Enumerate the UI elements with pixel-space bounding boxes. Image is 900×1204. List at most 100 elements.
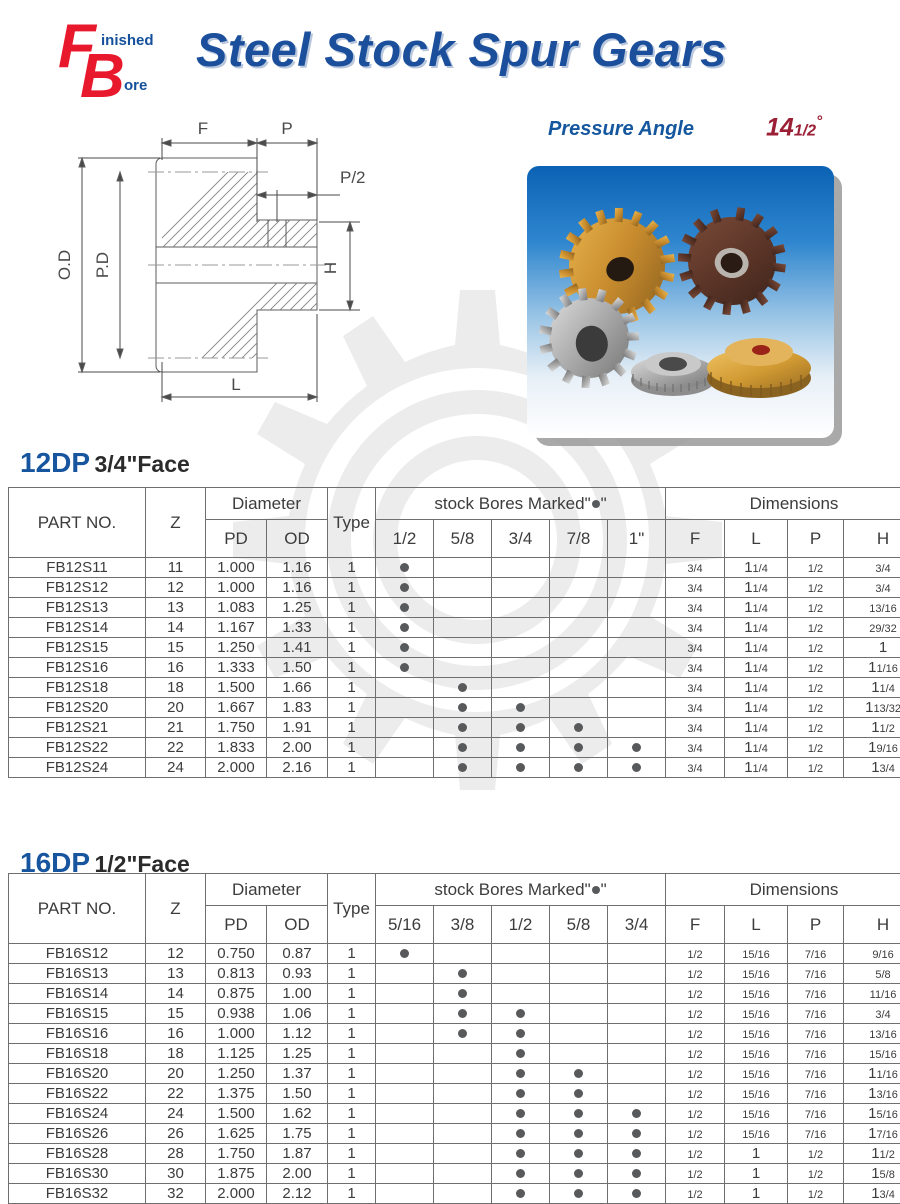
drawing-label-p-half: P/2	[340, 168, 366, 187]
cell-bore-5	[608, 964, 666, 984]
cell-part-no: FB16S30	[9, 1164, 146, 1184]
cell-part-no: FB16S15	[9, 1004, 146, 1024]
cell-bore-1	[376, 618, 434, 638]
col-pd: PD	[206, 906, 267, 944]
cell-type: 1	[328, 1064, 376, 1084]
cell-bore-1	[376, 558, 434, 578]
cell-type: 1	[328, 718, 376, 738]
bore-dot-icon	[574, 1089, 583, 1098]
cell-bore-5	[608, 1084, 666, 1104]
cell-dim-p: 1/2	[788, 658, 844, 678]
cell-dim-f: 1/2	[666, 964, 725, 984]
bore-dot-icon	[458, 1029, 467, 1038]
cell-z: 18	[146, 1044, 206, 1064]
cell-bore-3	[492, 984, 550, 1004]
cell-bore-5	[608, 738, 666, 758]
section-dp-12dp: 12DP	[20, 447, 90, 478]
bore-dot-icon	[632, 1149, 641, 1158]
bore-dot-icon	[574, 1129, 583, 1138]
cell-bore-3	[492, 1044, 550, 1064]
cell-type: 1	[328, 698, 376, 718]
bore-dot-icon	[632, 1189, 641, 1198]
cell-bore-3	[492, 1004, 550, 1024]
cell-type: 1	[328, 1044, 376, 1064]
cell-dim-p: 7/16	[788, 1124, 844, 1144]
cell-bore-4	[550, 678, 608, 698]
cell-dim-f: 3/4	[666, 678, 725, 698]
bore-dot-icon	[632, 1169, 641, 1178]
cell-bore-4	[550, 658, 608, 678]
cell-bore-1	[376, 964, 434, 984]
bore-dot-icon	[574, 723, 583, 732]
cell-part-no: FB12S12	[9, 578, 146, 598]
cell-bore-4	[550, 1104, 608, 1124]
cell-od: 1.62	[267, 1104, 328, 1124]
page-header: F B inished ore Steel Stock Spur Gears	[0, 0, 900, 108]
logo-text-ore: ore	[124, 78, 147, 93]
cell-part-no: FB16S12	[9, 944, 146, 964]
cell-z: 22	[146, 1084, 206, 1104]
bore-dot-icon	[458, 989, 467, 998]
cell-pd: 1.167	[206, 618, 267, 638]
cell-bore-5	[608, 1124, 666, 1144]
cell-dim-h: 13/4	[844, 1184, 900, 1204]
cell-bore-3	[492, 738, 550, 758]
cell-bore-1	[376, 1104, 434, 1124]
col-dim-p: P	[788, 520, 844, 558]
cell-part-no: FB12S11	[9, 558, 146, 578]
cell-part-no: FB12S15	[9, 638, 146, 658]
drawing-label-pd: P.D	[93, 252, 112, 278]
cell-pd: 0.750	[206, 944, 267, 964]
col-od: OD	[267, 520, 328, 558]
bore-dot-icon	[516, 743, 525, 752]
col-bore-1: 5/16	[376, 906, 434, 944]
cell-bore-5	[608, 1064, 666, 1084]
cell-dim-h: 3/4	[844, 578, 900, 598]
cell-dim-h: 11/2	[844, 1144, 900, 1164]
cell-pd: 1.250	[206, 638, 267, 658]
cell-dim-h: 19/16	[844, 738, 900, 758]
cell-bore-4	[550, 718, 608, 738]
bore-dot-icon	[516, 1109, 525, 1118]
cell-z: 14	[146, 618, 206, 638]
cell-bore-2	[434, 984, 492, 1004]
cell-bore-5	[608, 1044, 666, 1064]
cell-od: 1.75	[267, 1124, 328, 1144]
cell-pd: 1.125	[206, 1044, 267, 1064]
bore-dot-icon	[400, 563, 409, 572]
cell-bore-4	[550, 1064, 608, 1084]
cell-od: 2.16	[267, 758, 328, 778]
cell-z: 16	[146, 658, 206, 678]
cell-pd: 1.250	[206, 1064, 267, 1084]
col-dim-h: H	[844, 520, 900, 558]
cell-bore-3	[492, 678, 550, 698]
cell-part-no: FB16S32	[9, 1184, 146, 1204]
bore-dot-icon	[400, 643, 409, 652]
cell-dim-h: 11/16	[844, 984, 900, 1004]
cell-bore-5	[608, 638, 666, 658]
cell-od: 2.12	[267, 1184, 328, 1204]
cell-dim-f: 3/4	[666, 738, 725, 758]
cell-bore-1	[376, 758, 434, 778]
cell-bore-4	[550, 738, 608, 758]
col-diameter: Diameter	[206, 488, 328, 520]
cell-part-no: FB16S16	[9, 1024, 146, 1044]
cell-bore-4	[550, 944, 608, 964]
col-diameter: Diameter	[206, 874, 328, 906]
cell-dim-f: 1/2	[666, 1024, 725, 1044]
cell-part-no: FB16S20	[9, 1064, 146, 1084]
cell-bore-4	[550, 1164, 608, 1184]
cell-dim-l: 15/16	[725, 1004, 788, 1024]
cell-od: 1.41	[267, 638, 328, 658]
degree-symbol: °	[816, 113, 822, 130]
cell-od: 1.25	[267, 1044, 328, 1064]
cell-dim-h: 1	[844, 638, 900, 658]
